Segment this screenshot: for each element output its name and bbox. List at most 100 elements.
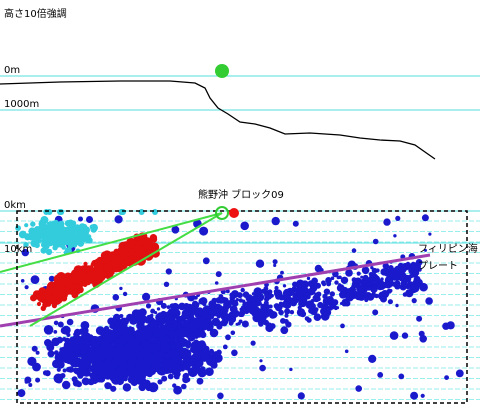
hypocenter: [96, 328, 101, 334]
hypocenter: [146, 361, 151, 366]
hypocenter: [57, 209, 63, 215]
hypocenter: [75, 335, 80, 340]
hypocenter: [399, 266, 407, 274]
hypocenter: [155, 321, 160, 326]
hypocenter: [46, 209, 53, 215]
hypocenter: [163, 352, 169, 358]
hypocenter: [72, 342, 77, 347]
hypocenter: [192, 350, 202, 360]
hypocenter: [399, 283, 407, 291]
hypocenter: [266, 308, 274, 316]
hypocenter: [134, 365, 141, 371]
hypocenter: [274, 290, 280, 296]
hypocenter: [67, 351, 75, 359]
hypocenter: [170, 327, 174, 331]
hypocenter: [160, 302, 167, 309]
hypocenter: [66, 318, 74, 326]
hypocenter: [215, 271, 222, 278]
hypocenter: [289, 310, 295, 315]
hypocenter: [345, 292, 353, 300]
hypocenter: [372, 238, 379, 245]
topography: [0, 80, 436, 160]
hypocenter: [40, 305, 46, 311]
hypocenter: [145, 348, 152, 354]
hypocenter: [214, 281, 219, 285]
hypocenter: [446, 321, 455, 330]
hypocenter: [158, 330, 164, 336]
hypocenter: [105, 360, 113, 368]
hypocenter: [200, 349, 210, 359]
hypocenter: [307, 280, 314, 287]
hypocenter: [40, 247, 47, 254]
position-marker: [215, 64, 229, 78]
hypocenter: [241, 320, 249, 328]
hypocenter: [47, 350, 55, 358]
hypocenter: [322, 293, 328, 300]
hypocenter: [156, 307, 161, 311]
hypocenter: [117, 379, 123, 386]
hypocenters: [15, 209, 464, 400]
hypocenter: [196, 307, 204, 315]
hypocenter: [145, 341, 151, 347]
hypocenter: [47, 231, 55, 240]
hypocenter: [164, 314, 174, 324]
hypocenter: [265, 322, 273, 330]
hypocenter: [393, 281, 400, 288]
hypocenter: [225, 334, 231, 341]
hypocenter: [270, 293, 274, 298]
hypocenter: [205, 367, 214, 377]
hypocenter: [229, 305, 238, 314]
hypocenter: [231, 349, 238, 357]
hypocenter: [351, 286, 356, 291]
hypocenter: [333, 305, 338, 311]
hypocenter: [245, 304, 255, 313]
hypocenter: [86, 266, 94, 274]
hypocenter: [285, 321, 292, 328]
hypocenter: [79, 369, 85, 375]
hypocenter: [92, 364, 100, 372]
hypocenter: [298, 300, 305, 308]
block-label: 熊野沖 ブロック09: [198, 188, 284, 201]
hypocenter: [148, 329, 152, 333]
hypocenter: [90, 354, 96, 360]
hypocenter: [218, 294, 224, 299]
hypocenter: [414, 281, 421, 287]
depth-label: 0km: [4, 200, 26, 211]
hypocenter: [167, 373, 174, 380]
hypocenter: [274, 303, 283, 312]
hypocenter: [172, 333, 177, 338]
hypocenter: [455, 369, 464, 378]
hypocenter: [169, 338, 174, 343]
hypocenter: [355, 385, 363, 392]
hypocenter: [211, 308, 220, 317]
hypocenter: [392, 269, 401, 279]
hypocenter: [194, 358, 204, 368]
hypocenter: [444, 375, 449, 380]
hypocenter: [145, 239, 150, 245]
hypocenter: [58, 351, 63, 357]
hypocenter: [292, 220, 299, 227]
hypocenter: [278, 309, 284, 316]
hypocenter: [122, 247, 133, 258]
hypocenter: [191, 302, 199, 311]
hypocenter: [250, 297, 259, 306]
hypocenter: [420, 393, 425, 398]
hypocenter: [231, 317, 236, 323]
hypocenter: [74, 339, 79, 344]
hypocenter: [34, 242, 40, 249]
hypocenter: [66, 366, 72, 373]
hypocenter: [37, 294, 46, 303]
hypocenter: [75, 277, 83, 285]
hypocenter: [227, 314, 231, 318]
hypocenter: [253, 287, 263, 296]
hypocenter: [272, 259, 278, 265]
hypocenter: [177, 328, 186, 338]
hypocenter: [410, 391, 419, 400]
hypocenter: [320, 311, 330, 321]
hypocenter: [15, 225, 21, 232]
hypocenter: [110, 385, 117, 392]
hypocenter: [369, 275, 373, 279]
hypocenter: [45, 225, 50, 230]
hypocenter: [183, 362, 191, 371]
